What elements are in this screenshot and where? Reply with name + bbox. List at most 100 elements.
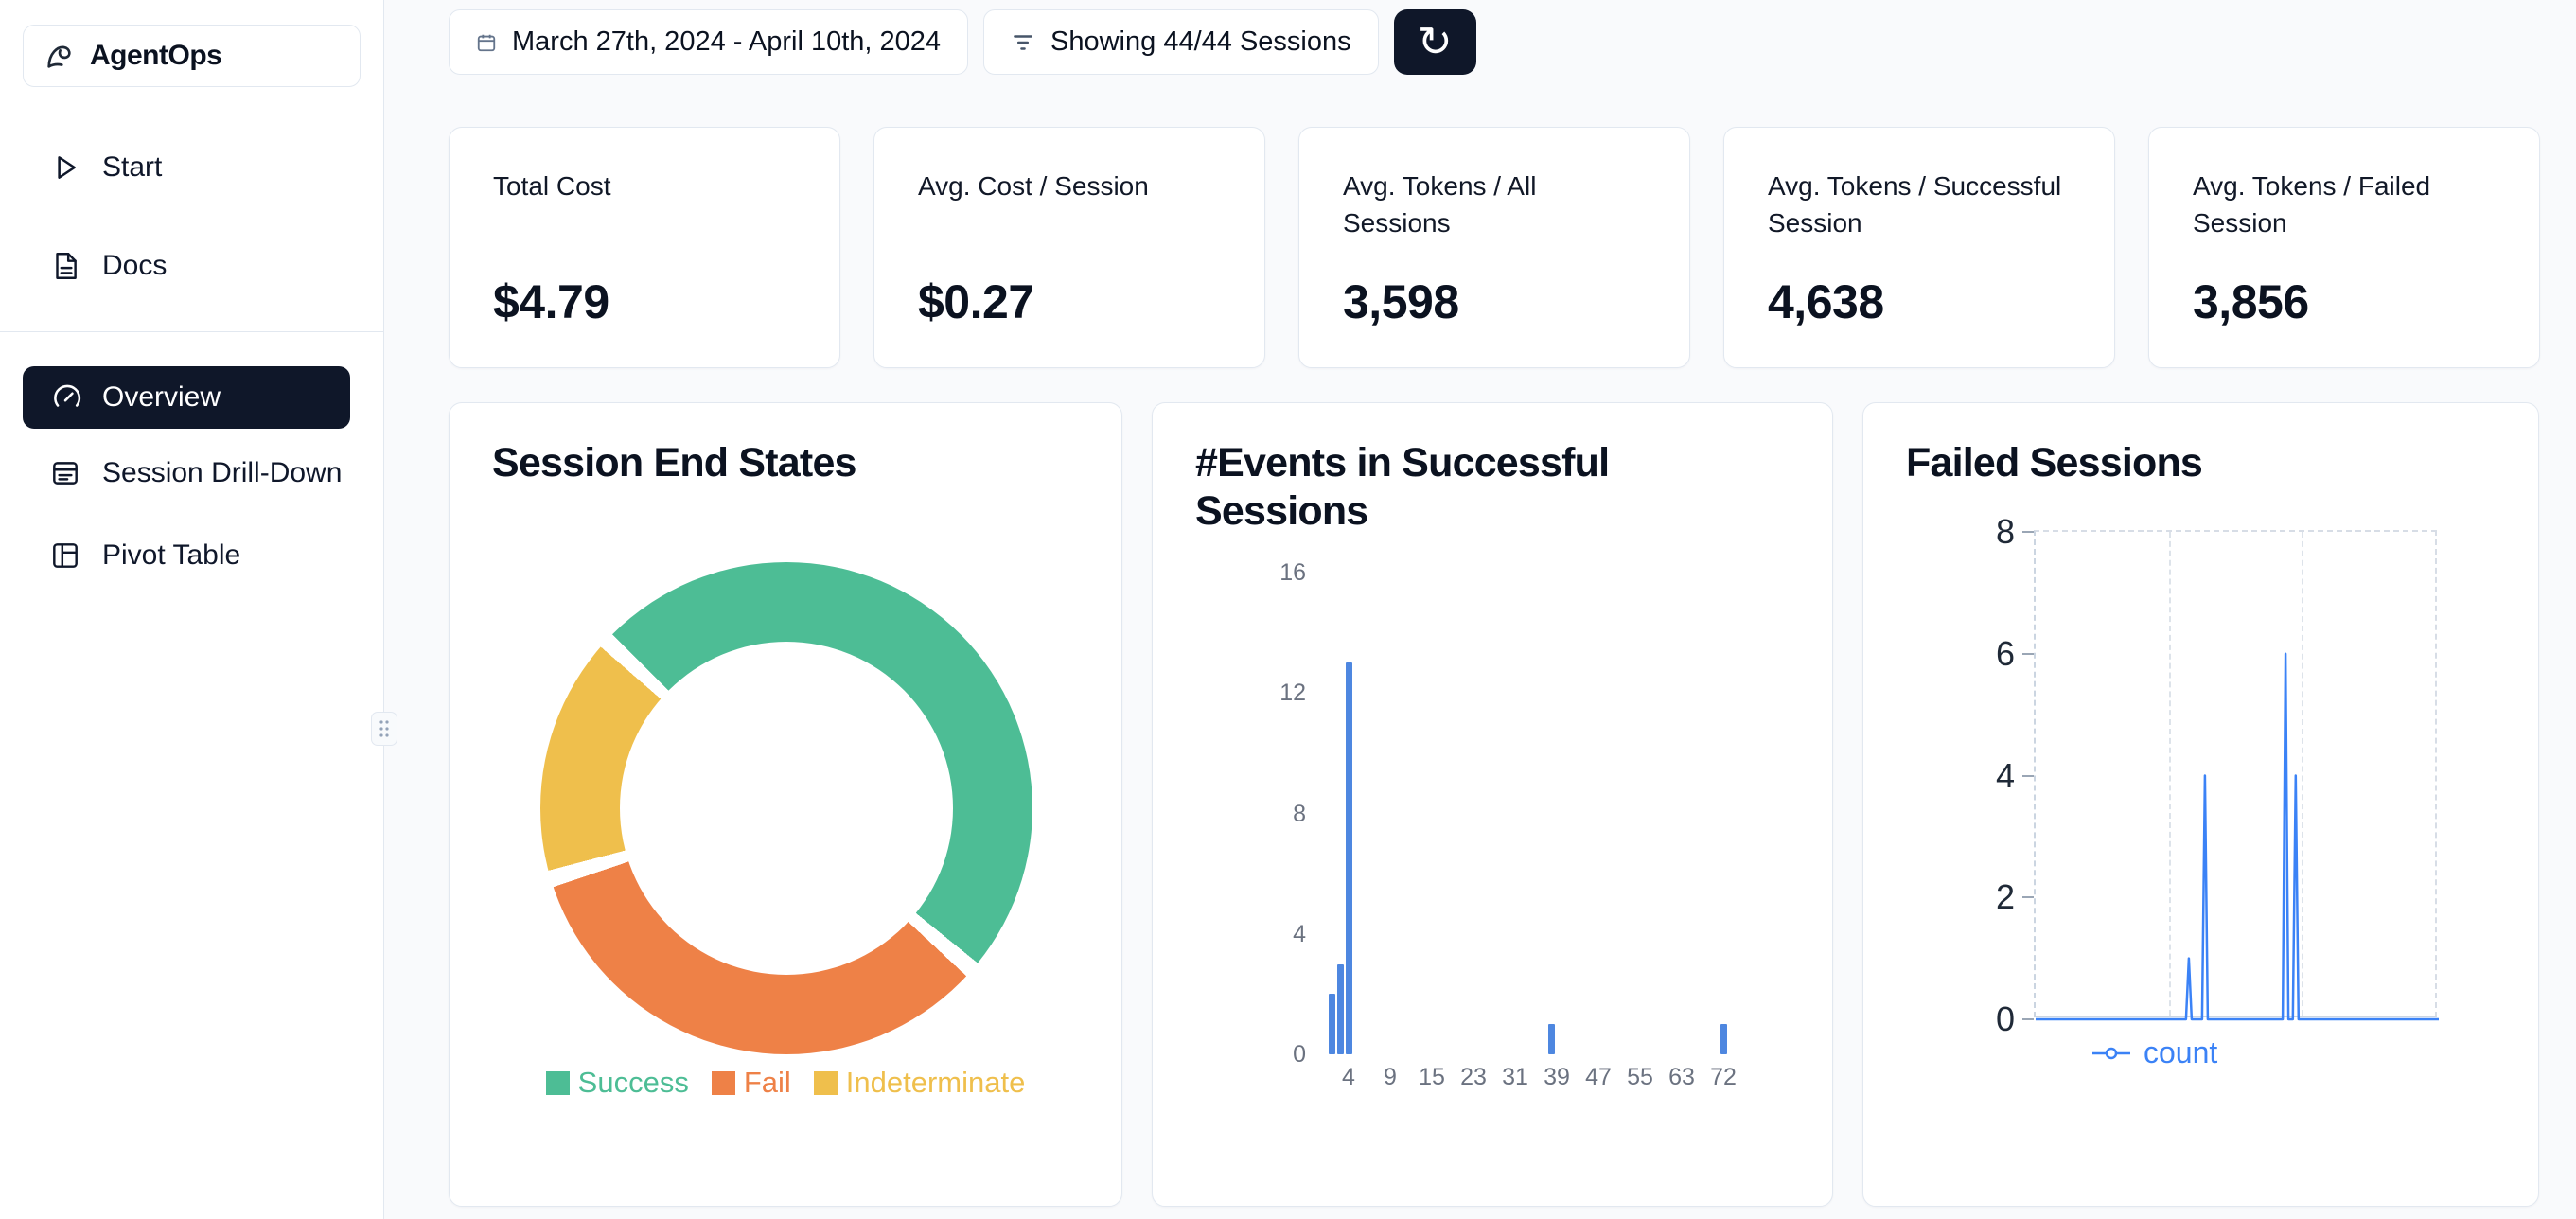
- failed-sessions-card: Failed Sessions 0 2 4 6 8 count: [1862, 402, 2539, 1207]
- failed-sessions-line: [2036, 652, 2439, 1021]
- legend-label: Success: [577, 1066, 689, 1099]
- logo[interactable]: AgentOps: [23, 25, 361, 87]
- refresh-button[interactable]: ↻: [1393, 9, 1476, 75]
- y-tick-label: 6: [1995, 633, 2015, 673]
- sidebar-item-pivot-table[interactable]: Pivot Table: [23, 518, 350, 593]
- refresh-icon: ↻: [1417, 18, 1453, 65]
- x-tick-label: 31: [1502, 1064, 1528, 1090]
- nav-item-label: Session Drill-Down: [102, 457, 343, 488]
- session-end-states-card: Session End States Success Fail: [449, 402, 1122, 1207]
- y-tick-label: 4: [1293, 920, 1306, 947]
- stat-card-total-cost: Total Cost $4.79: [449, 127, 840, 368]
- stat-label: Total Cost: [493, 171, 611, 201]
- legend-item-success[interactable]: Success: [545, 1066, 689, 1100]
- sidebar-item-overview[interactable]: Overview: [23, 366, 350, 429]
- count-legend[interactable]: count: [2091, 1035, 2217, 1070]
- histogram-bar: [1336, 963, 1344, 1054]
- y-tick-mark: [2022, 652, 2034, 655]
- calendar-icon: [476, 32, 497, 53]
- sidebar-item-start[interactable]: Start: [0, 125, 383, 210]
- stat-label: Avg. Cost / Session: [918, 171, 1149, 201]
- y-tick-label: 8: [1995, 512, 2015, 551]
- legend-item-indeterminate[interactable]: Indeterminate: [813, 1066, 1026, 1100]
- pivot-table-icon: [49, 539, 81, 572]
- x-tick-label: 63: [1668, 1064, 1695, 1090]
- stat-label: Avg. Tokens / All Sessions: [1343, 171, 1537, 238]
- events-histogram-card: #Events in Successful Sessions 4 9 15 23 31 3…: [1152, 402, 1833, 1207]
- sidebar-item-label: Start: [102, 151, 163, 183]
- legend-swatch-fail: [711, 1070, 735, 1095]
- document-icon: [49, 250, 81, 282]
- sidebar: AgentOps Start Docs: [0, 0, 384, 1219]
- legend-swatch-indeterminate: [813, 1070, 838, 1095]
- chart-title: #Events in Successful Sessions: [1195, 440, 1610, 534]
- date-range-picker[interactable]: March 27th, 2024 - April 10th, 2024: [449, 9, 969, 75]
- charts-row: Session End States Success Fail: [449, 402, 2539, 1207]
- y-tick-label: 0: [1995, 999, 2015, 1038]
- legend-swatch-success: [545, 1070, 570, 1095]
- y-tick-label: 16: [1279, 559, 1306, 586]
- y-tick-mark: [2022, 774, 2034, 777]
- x-tick-label: 15: [1419, 1064, 1445, 1090]
- x-tick-label: 4: [1342, 1064, 1355, 1090]
- x-tick-label: 23: [1460, 1064, 1487, 1090]
- x-tick-label: 72: [1710, 1064, 1737, 1090]
- stat-value: 3,598: [1343, 275, 1459, 328]
- play-icon: [49, 151, 81, 184]
- y-tick-label: 12: [1279, 680, 1306, 707]
- sessions-filter-button[interactable]: Showing 44/44 Sessions: [983, 9, 1379, 75]
- failed-sessions-plot: 0 2 4 6 8: [1996, 512, 2439, 1038]
- gridline: [2168, 532, 2171, 1016]
- y-tick-label: 4: [1995, 755, 2015, 795]
- events-histogram-plot: 4 9 15 23 31 39 47 55 63 72 0 4 8 12 16: [1279, 559, 1808, 1090]
- histogram-bar: [1345, 662, 1352, 1054]
- gridline: [2302, 532, 2304, 1016]
- filter-icon: [1011, 30, 1035, 55]
- date-range-label: March 27th, 2024 - April 10th, 2024: [512, 26, 942, 57]
- x-tick-label: 55: [1627, 1064, 1653, 1090]
- stat-label: Avg. Tokens / Successful Session: [1768, 171, 2062, 238]
- sidebar-nav: Overview Session Drill-Down: [0, 366, 383, 593]
- sidebar-divider: [0, 331, 383, 332]
- y-tick-mark: [2022, 1018, 2034, 1020]
- stat-value: 4,638: [1768, 275, 1884, 328]
- donut-legend: Success Fail Indeterminate: [450, 1066, 1121, 1100]
- histogram-bar: [1328, 994, 1335, 1054]
- stat-label: Avg. Tokens / Failed Session: [2193, 171, 2431, 238]
- chart-title: Session End States: [492, 440, 856, 486]
- y-tick-mark: [2022, 531, 2034, 533]
- stat-card-avg-tokens-all: Avg. Tokens / All Sessions 3,598: [1298, 127, 1690, 368]
- y-tick-label: 8: [1293, 800, 1306, 827]
- y-tick-label: 0: [1293, 1041, 1306, 1068]
- session-list-icon: [49, 457, 81, 489]
- nav-item-label: Overview: [102, 381, 221, 413]
- sidebar-item-docs[interactable]: Docs: [0, 223, 383, 309]
- sidebar-resize-handle[interactable]: [371, 712, 397, 746]
- x-tick-label: 47: [1585, 1064, 1612, 1090]
- topbar: March 27th, 2024 - April 10th, 2024 Show…: [449, 9, 1476, 75]
- histogram-bar: [1720, 1024, 1727, 1054]
- nav-item-label: Pivot Table: [102, 539, 241, 571]
- stat-value: 3,856: [2193, 275, 2309, 328]
- y-tick-label: 2: [1995, 877, 2015, 917]
- gauge-icon: [49, 381, 81, 414]
- stat-card-avg-cost: Avg. Cost / Session $0.27: [873, 127, 1265, 368]
- count-legend-label: count: [2144, 1035, 2218, 1069]
- agentops-logo-icon: [43, 39, 77, 73]
- legend-label: Fail: [743, 1066, 791, 1099]
- sidebar-item-session-drilldown[interactable]: Session Drill-Down: [23, 435, 350, 511]
- count-line: [2036, 652, 2439, 1021]
- count-legend-marker: [2092, 1047, 2130, 1059]
- session-end-states-donut: [540, 562, 1032, 1054]
- stat-value: $4.79: [493, 275, 609, 328]
- y-tick-mark: [2022, 896, 2034, 899]
- main-content: March 27th, 2024 - April 10th, 2024 Show…: [384, 0, 2576, 1219]
- sessions-filter-label: Showing 44/44 Sessions: [1050, 26, 1351, 57]
- stat-value: $0.27: [918, 275, 1034, 328]
- legend-label: Indeterminate: [845, 1066, 1026, 1099]
- legend-item-fail[interactable]: Fail: [711, 1066, 791, 1100]
- stats-row: Total Cost $4.79 Avg. Cost / Session $0.…: [449, 127, 2540, 368]
- stat-card-avg-tokens-failed: Avg. Tokens / Failed Session 3,856: [2148, 127, 2540, 368]
- stat-card-avg-tokens-successful: Avg. Tokens / Successful Session 4,638: [1723, 127, 2115, 368]
